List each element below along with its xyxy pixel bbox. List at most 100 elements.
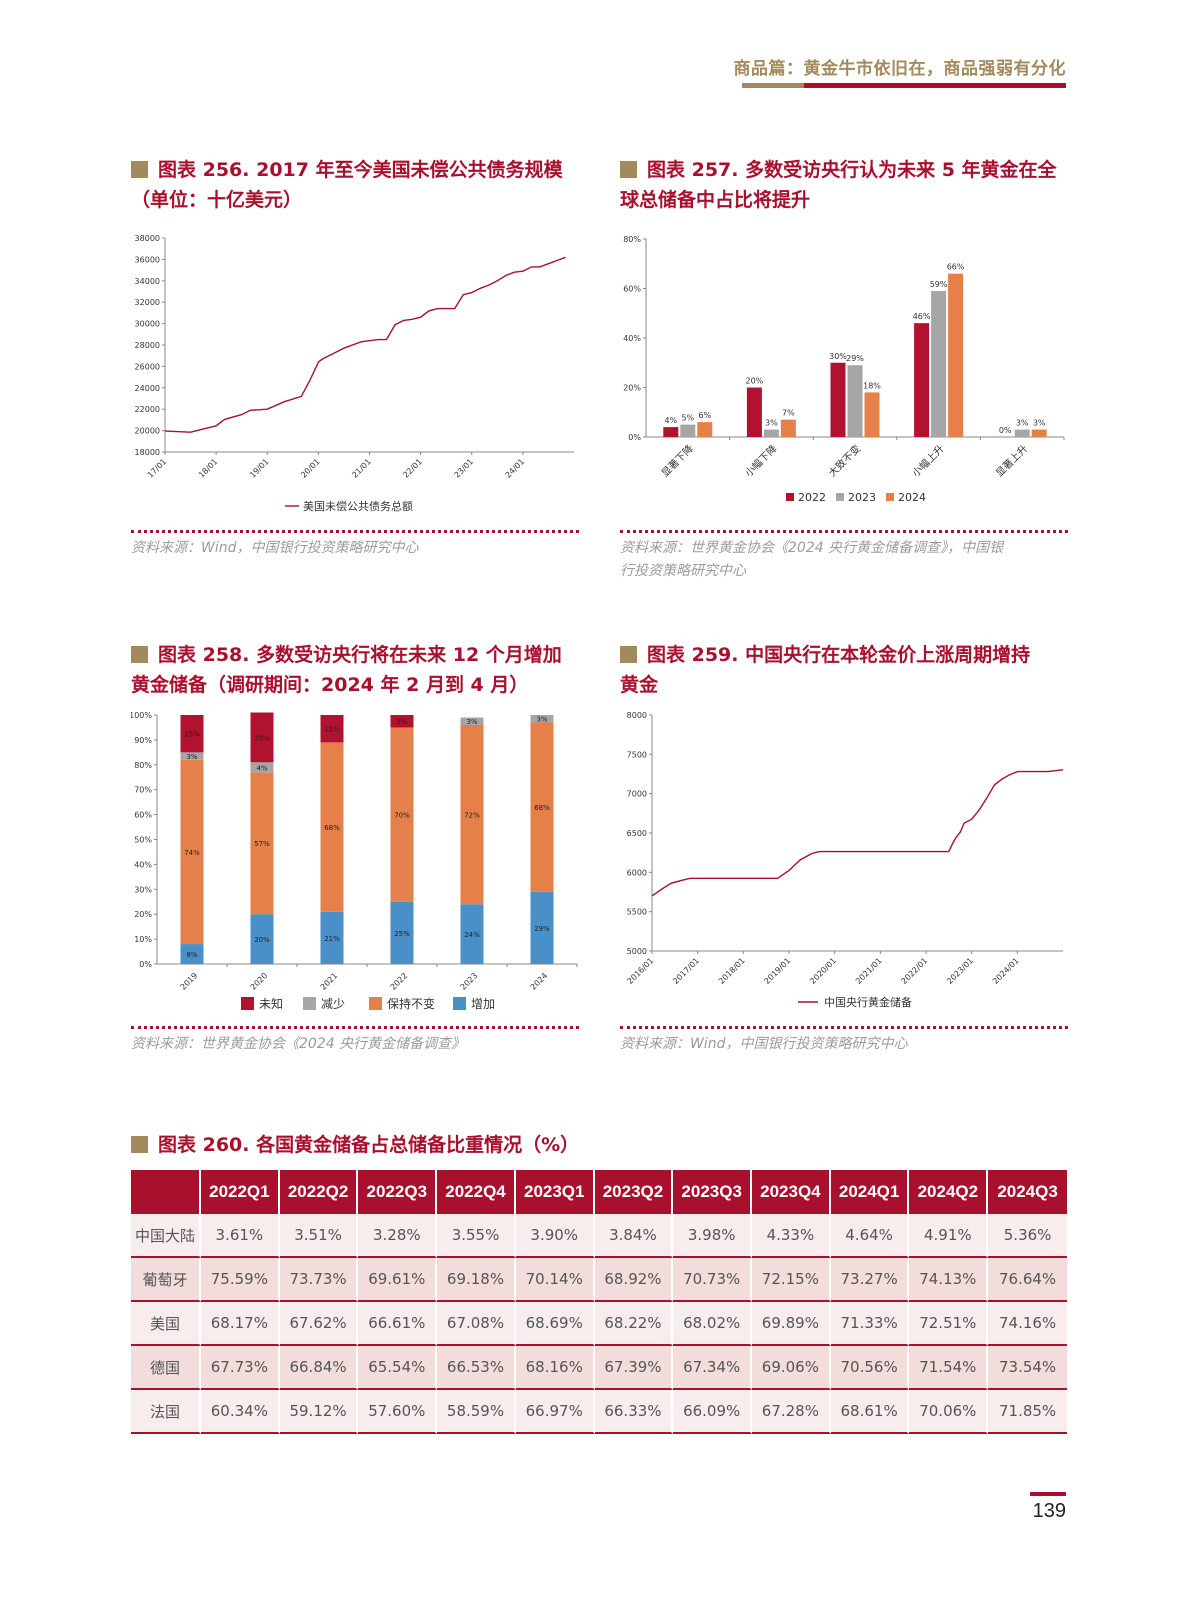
legend-swatch <box>886 493 894 501</box>
table-cell: 69.18% <box>437 1258 516 1302</box>
stack-保持不变-0 <box>180 759 204 945</box>
fig257-source: 资料来源：世界黄金协会《2024 央行黄金储备调查》，中国银 行投资策略研究中心 <box>620 537 1070 583</box>
x-tick-label: 21/01 <box>350 457 373 480</box>
y-tick-label: 5500 <box>627 908 647 917</box>
bar-2022-1 <box>746 387 762 437</box>
fig257-title-line1: 图表 257. 多数受访央行认为未来 5 年黄金在全 <box>647 159 1057 181</box>
stack-未知-3 <box>390 715 414 728</box>
table-header-cell: 2022Q2 <box>279 1170 359 1214</box>
fig258-title-line1: 图表 258. 多数受访央行将在未来 12 个月增加 <box>158 644 562 666</box>
legend-swatch <box>241 997 254 1010</box>
x-tick-label: 2017/01 <box>671 956 701 986</box>
table-cell: 3.84% <box>594 1214 674 1258</box>
table-cell: 74.13% <box>909 1258 989 1302</box>
x-tick-label: 20/01 <box>299 457 322 480</box>
y-tick-label: 6000 <box>627 868 647 877</box>
stack-增加-4 <box>460 904 484 964</box>
fig258-title-line2: 黄金储备（调研期间：2024 年 2 月到 4 月） <box>131 674 529 696</box>
stack-增加-5 <box>530 891 554 964</box>
fig259-title: 图表 259. 中国央行在本轮金价上涨周期增持 黄金 <box>620 640 1080 700</box>
x-tick-label: 19/01 <box>248 457 271 480</box>
x-category-label: 2022 <box>389 971 410 992</box>
table-row-label: 美国 <box>131 1302 201 1346</box>
fig257-source-line1: 资料来源：世界黄金协会《2024 央行黄金储备调查》，中国银 <box>620 540 1004 556</box>
table-row: 葡萄牙 75.59% 73.73% 69.61% 69.18% 70.14% 68.92% 7… <box>131 1258 1067 1302</box>
table-cell: 66.84% <box>279 1346 359 1390</box>
stack-data-label: 8% <box>186 951 197 959</box>
y-tick-label: 20% <box>623 384 641 393</box>
table-cell: 71.85% <box>988 1390 1067 1434</box>
x-tick-label: 23/01 <box>452 457 475 480</box>
bar-2022-0 <box>663 427 679 437</box>
table-row: 美国 68.17% 67.62% 66.61% 67.08% 68.69% 68.22% 68… <box>131 1302 1067 1346</box>
series-line-us-debt <box>164 256 566 433</box>
x-tick-label: 22/01 <box>401 457 424 480</box>
table-cell: 68.17% <box>201 1302 280 1346</box>
table-cell: 67.28% <box>752 1390 831 1434</box>
header-title: 商品篇：黄金牛市依旧在，商品强弱有分化 <box>733 59 1066 79</box>
fig260-title: 图表 260. 各国黄金储备占总储备比重情况（%） <box>131 1130 831 1160</box>
bar-data-label: 5% <box>681 414 694 423</box>
table-cell: 67.39% <box>594 1346 674 1390</box>
x-category-label: 2020 <box>249 971 270 992</box>
table-header-cell: 2023Q4 <box>752 1170 831 1214</box>
x-tick-label: 2023/01 <box>945 956 975 986</box>
y-tick-label: 10% <box>134 935 152 944</box>
y-tick-label: 7500 <box>627 750 647 759</box>
table-cell: 67.73% <box>201 1346 280 1390</box>
table-cell: 58.59% <box>437 1390 516 1434</box>
fig257-source-line2: 行投资策略研究中心 <box>620 563 746 579</box>
table-cell: 76.64% <box>988 1258 1067 1302</box>
bar-2024-1 <box>780 419 796 437</box>
stack-减少-4 <box>460 717 484 725</box>
table-cell: 69.61% <box>358 1258 438 1302</box>
table-cell: 59.12% <box>279 1390 359 1434</box>
x-category-label: 2023 <box>459 971 480 992</box>
stack-data-label: 3% <box>466 718 477 726</box>
table-cell: 73.73% <box>279 1258 359 1302</box>
table-row: 中国大陆 3.61% 3.51% 3.28% 3.55% 3.90% 3.84% 3.98% 4… <box>131 1214 1067 1258</box>
x-tick-label: 2020/01 <box>808 956 838 986</box>
fig257-divider <box>620 530 1068 533</box>
bar-data-label: 3% <box>1016 419 1029 428</box>
table-row-label: 中国大陆 <box>131 1214 201 1258</box>
x-tick-label: 2016/01 <box>626 956 656 986</box>
bar-2022-3 <box>914 323 930 437</box>
table-cell: 66.09% <box>673 1390 753 1434</box>
bar-2023-2 <box>847 365 863 437</box>
table-cell: 70.06% <box>909 1390 989 1434</box>
bar-data-label: 46% <box>913 312 931 321</box>
fig258-source: 资料来源：世界黄金协会《2024 央行黄金储备调查》 <box>131 1036 466 1052</box>
table-cell: 4.64% <box>830 1214 910 1258</box>
legend-label: 美国未偿公共债务总额 <box>303 499 413 513</box>
bar-2023-0 <box>680 424 696 437</box>
table-cell: 3.90% <box>515 1214 595 1258</box>
stack-未知-1 <box>250 712 274 763</box>
x-tick-label: 2018/01 <box>717 956 747 986</box>
table-cell: 69.89% <box>752 1302 831 1346</box>
legend-swatch <box>786 493 794 501</box>
table-cell: 66.97% <box>515 1390 595 1434</box>
table-cell: 69.06% <box>752 1346 831 1390</box>
y-tick-label: 8000 <box>627 711 647 720</box>
bar-data-label: 66% <box>947 263 965 272</box>
x-category-label: 2019 <box>179 971 200 992</box>
table-cell: 70.73% <box>673 1258 753 1302</box>
fig259-source: 资料来源：Wind，中国银行投资策略研究中心 <box>620 1036 908 1052</box>
table-cell: 4.91% <box>909 1214 989 1258</box>
y-tick-label: 60% <box>623 285 641 294</box>
title-marker-icon <box>131 646 148 663</box>
legend-label: 2023 <box>848 491 876 504</box>
table-header-cell: 2024Q3 <box>988 1170 1067 1214</box>
bar-2022-2 <box>830 362 846 437</box>
legend-swatch <box>303 997 316 1010</box>
y-tick-label: 18000 <box>135 448 160 457</box>
table-cell: 75.59% <box>201 1258 280 1302</box>
fig258-divider <box>131 1026 579 1029</box>
x-category-label: 显著上升 <box>993 442 1030 479</box>
table-row-label: 德国 <box>131 1346 201 1390</box>
table-cell: 71.54% <box>909 1346 989 1390</box>
stack-data-label: 21% <box>324 935 340 943</box>
bar-data-label: 3% <box>1033 419 1046 428</box>
